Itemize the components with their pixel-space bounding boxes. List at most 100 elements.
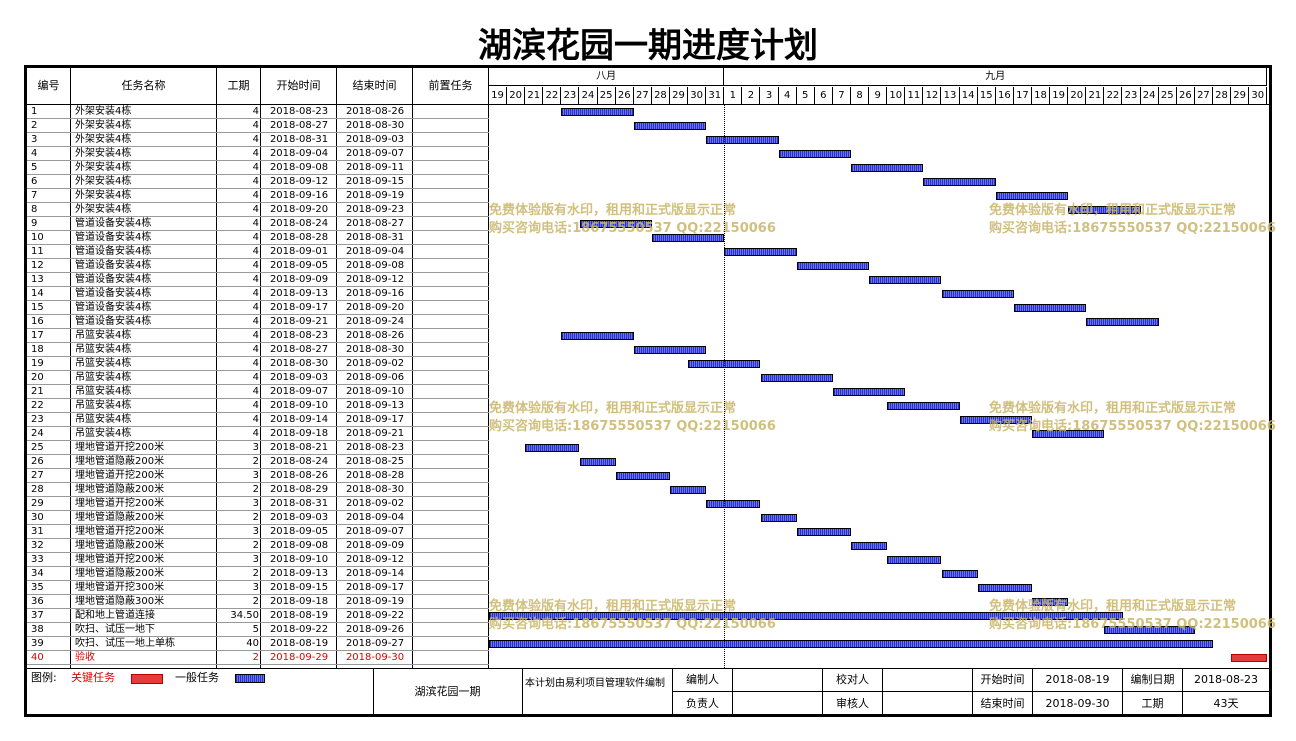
table-row[interactable]: 25 埋地管道开挖200米 3 2018-08-21 2018-08-23 [27,441,489,455]
task-name: 吹扫、试压一地下 [75,624,155,635]
day-label: 10 [887,87,906,104]
table-row[interactable]: 24 吊篮安装4栋 4 2018-09-18 2018-09-21 [27,427,489,441]
task-end: 2018-08-30 [345,344,405,355]
task-bar [887,556,942,564]
task-id: 36 [31,596,44,607]
task-dur: 4 [252,260,259,271]
table-row[interactable]: 27 埋地管道开挖200米 3 2018-08-26 2018-08-28 [27,469,489,483]
table-row[interactable]: 14 管道设备安装4栋 4 2018-09-13 2018-09-16 [27,287,489,301]
task-bar [941,290,1014,298]
table-row[interactable]: 7 外架安装4栋 4 2018-09-16 2018-09-19 [27,189,489,203]
col-header-id: 编号 [27,68,71,104]
task-bar [525,444,580,452]
footer: 图例: 关键任务 一般任务 湖滨花园一期 本计划由易利项目管理软件编制 编制人 … [27,668,1269,715]
table-row[interactable]: 38 吹扫、试压一地下 5 2018-09-22 2018-09-26 [27,623,489,637]
table-row[interactable]: 35 埋地管道开挖300米 3 2018-09-15 2018-09-17 [27,581,489,595]
table-row[interactable]: 5 外架安装4栋 4 2018-09-08 2018-09-11 [27,161,489,175]
day-label: 30 [1249,87,1268,104]
table-row[interactable]: 2 外架安装4栋 4 2018-08-27 2018-08-30 [27,119,489,133]
task-end: 2018-09-11 [345,162,405,173]
day-label: 1 [724,87,743,104]
day-label: 21 [525,87,544,104]
month-label: 九月 [724,68,1268,86]
task-dur: 4 [252,344,259,355]
table-row[interactable]: 29 埋地管道开挖200米 3 2018-08-31 2018-09-02 [27,497,489,511]
table-row[interactable]: 18 吊篮安装4栋 4 2018-08-27 2018-08-30 [27,343,489,357]
table-row[interactable]: 36 埋地管道隐蔽300米 2 2018-09-18 2018-09-19 [27,595,489,609]
day-label: 27 [634,87,652,104]
day-label: 21 [1086,87,1105,104]
task-end: 2018-09-26 [345,624,405,635]
table-row[interactable]: 10 管道设备安装4栋 4 2018-08-28 2018-08-31 [27,231,489,245]
table-row[interactable]: 11 管道设备安装4栋 4 2018-09-01 2018-09-04 [27,245,489,259]
task-name: 吊篮安装4栋 [75,330,132,341]
table-row[interactable]: 13 管道设备安装4栋 4 2018-09-09 2018-09-12 [27,273,489,287]
table-row[interactable]: 3 外架安装4栋 4 2018-08-31 2018-09-03 [27,133,489,147]
task-end: 2018-09-12 [345,554,405,565]
end-label: 结束时间 [973,692,1033,715]
task-dur: 4 [252,302,259,313]
table-row[interactable]: 15 管道设备安装4栋 4 2018-09-17 2018-09-20 [27,301,489,315]
table-row[interactable]: 1 外架安装4栋 4 2018-08-23 2018-08-26 [27,105,489,119]
table-row[interactable]: 12 管道设备安装4栋 4 2018-09-05 2018-09-08 [27,259,489,273]
task-start: 2018-08-30 [269,358,329,369]
table-row[interactable]: 4 外架安装4栋 4 2018-09-04 2018-09-07 [27,147,489,161]
task-bar [887,402,960,410]
table-row[interactable]: 22 吊篮安装4栋 4 2018-09-10 2018-09-13 [27,399,489,413]
table-row[interactable]: 40 验收 2 2018-09-29 2018-09-30 [27,651,489,665]
table-row[interactable]: 17 吊篮安装4栋 4 2018-08-23 2018-08-26 [27,329,489,343]
table-row[interactable]: 20 吊篮安装4栋 4 2018-09-03 2018-09-06 [27,371,489,385]
checker-value [883,669,973,691]
legend-critical-label: 关键任务 [71,671,115,684]
task-id: 35 [31,582,44,593]
task-start: 2018-09-14 [269,414,329,425]
table-row[interactable]: 6 外架安装4栋 4 2018-09-12 2018-09-15 [27,175,489,189]
task-bar [760,374,833,382]
task-bar [633,346,707,354]
task-bar [832,388,906,396]
task-dur: 4 [252,386,259,397]
task-id: 19 [31,358,44,369]
row-divider [27,174,489,175]
table-row[interactable]: 30 埋地管道隐蔽200米 2 2018-09-03 2018-09-04 [27,511,489,525]
table-row[interactable]: 26 埋地管道隐蔽200米 2 2018-08-24 2018-08-25 [27,455,489,469]
manager-label: 负责人 [673,692,733,715]
table-row[interactable]: 9 管道设备安装4栋 4 2018-08-24 2018-08-27 [27,217,489,231]
task-id: 20 [31,372,44,383]
task-id: 40 [31,652,44,663]
table-row[interactable]: 16 管道设备安装4栋 4 2018-09-21 2018-09-24 [27,315,489,329]
row-divider [27,244,489,245]
table-row[interactable]: 34 埋地管道隐蔽200米 2 2018-09-13 2018-09-14 [27,567,489,581]
task-bar [778,150,851,158]
page-title: 湖滨花园一期进度计划 [478,26,818,66]
table-row[interactable]: 32 埋地管道隐蔽200米 2 2018-09-08 2018-09-09 [27,539,489,553]
table-row[interactable]: 37 配和地上管道连接 34.50 2018-08-19 2018-09-22 [27,609,489,623]
row-divider [27,538,489,539]
day-label: 27 [1195,87,1213,104]
task-name: 埋地管道隐蔽200米 [75,456,165,467]
task-id: 15 [31,302,44,313]
watermark-line1: 免费体验版有水印，租用和正式版显示正常 [489,401,737,416]
table-row[interactable]: 19 吊篮安装4栋 4 2018-08-30 2018-09-02 [27,357,489,371]
task-dur: 4 [252,176,259,187]
col-header-name: 任务名称 [71,68,217,104]
row-divider [27,608,489,609]
task-start: 2018-09-21 [269,316,329,327]
day-label: 9 [869,87,888,104]
table-row[interactable]: 21 吊篮安装4栋 4 2018-09-07 2018-09-10 [27,385,489,399]
day-label: 29 [1231,87,1250,104]
table-row[interactable]: 8 外架安装4栋 4 2018-09-20 2018-09-23 [27,203,489,217]
task-name: 吊篮安装4栋 [75,428,132,439]
task-dur: 5 [252,624,259,635]
table-row[interactable]: 28 埋地管道隐蔽200米 2 2018-08-29 2018-08-30 [27,483,489,497]
task-name: 外架安装4栋 [75,106,132,117]
table-row[interactable]: 31 埋地管道开挖200米 3 2018-09-05 2018-09-07 [27,525,489,539]
task-name: 埋地管道隐蔽200米 [75,568,165,579]
task-dur: 40 [246,638,259,649]
row-divider [27,356,489,357]
table-row[interactable]: 33 埋地管道开挖200米 3 2018-09-10 2018-09-12 [27,553,489,567]
author-value [733,669,823,691]
task-dur: 4 [252,316,259,327]
table-row[interactable]: 23 吊篮安装4栋 4 2018-09-14 2018-09-17 [27,413,489,427]
table-row[interactable]: 39 吹扫、试压一地上单栋 40 2018-08-19 2018-09-27 [27,637,489,651]
